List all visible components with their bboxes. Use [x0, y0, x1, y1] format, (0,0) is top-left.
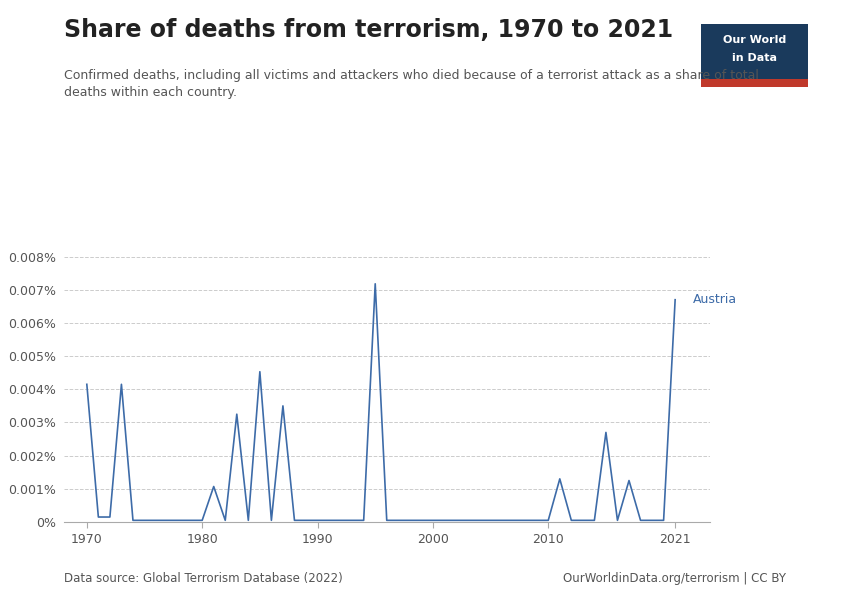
- Text: OurWorldinData.org/terrorism | CC BY: OurWorldinData.org/terrorism | CC BY: [564, 572, 786, 585]
- FancyBboxPatch shape: [701, 24, 808, 87]
- FancyBboxPatch shape: [701, 79, 808, 87]
- Text: Our World: Our World: [722, 35, 786, 46]
- Text: in Data: in Data: [732, 53, 777, 63]
- Text: Share of deaths from terrorism, 1970 to 2021: Share of deaths from terrorism, 1970 to …: [64, 18, 673, 42]
- Text: Austria: Austria: [693, 293, 737, 306]
- Text: Data source: Global Terrorism Database (2022): Data source: Global Terrorism Database (…: [64, 572, 343, 585]
- Text: Confirmed deaths, including all victims and attackers who died because of a terr: Confirmed deaths, including all victims …: [64, 69, 758, 99]
